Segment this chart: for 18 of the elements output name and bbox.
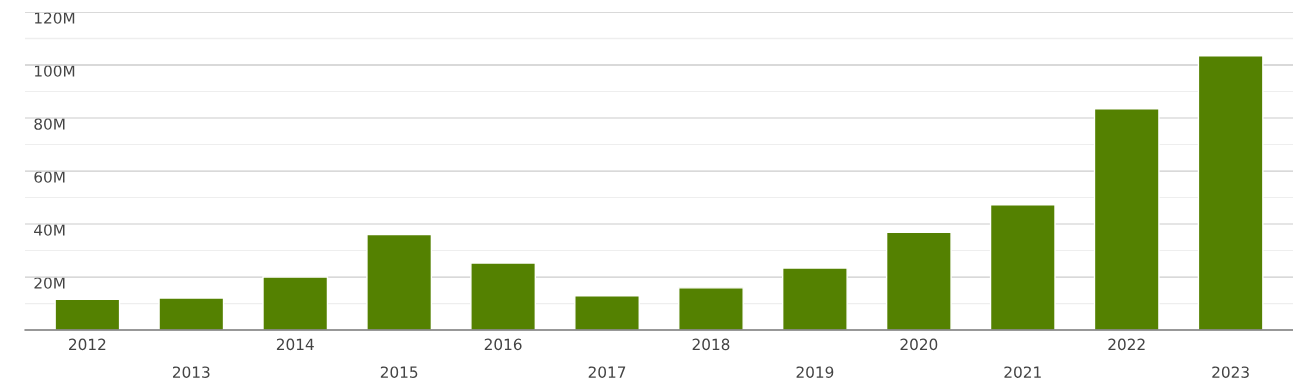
x-tick-label: 2021 xyxy=(1004,366,1041,378)
y-tick-label: 20M xyxy=(34,277,65,289)
x-tick-label: 2019 xyxy=(796,366,834,378)
x-tick-label: 2022 xyxy=(1108,338,1145,351)
x-tick-label: 2015 xyxy=(380,366,418,378)
x-tick-label: 2016 xyxy=(484,338,522,351)
x-tick-label: 2018 xyxy=(692,338,730,351)
y-tick-label: 60M xyxy=(34,171,65,183)
x-tick-label: 2020 xyxy=(900,338,938,351)
x-tick-label: 2012 xyxy=(69,338,106,351)
x-tick-label: 2014 xyxy=(276,338,314,351)
y-tick-label: 100M xyxy=(35,65,75,77)
y-tick-label: 120M xyxy=(35,12,75,24)
y-tick-label: 40M xyxy=(34,224,65,236)
x-tick-label: 2013 xyxy=(172,366,210,378)
x-tick-label: 2017 xyxy=(588,366,626,378)
x-tick-label: 2023 xyxy=(1212,366,1249,378)
y-tick-label: 80M xyxy=(34,118,65,130)
